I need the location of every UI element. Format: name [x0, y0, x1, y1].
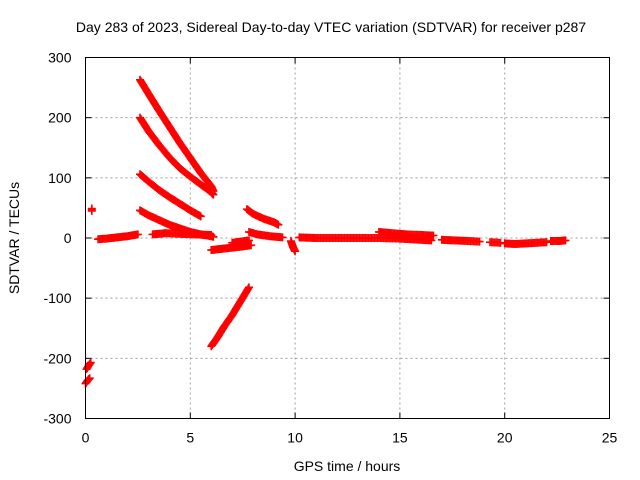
y-tick-label: 0 — [64, 230, 72, 246]
data-point — [244, 236, 253, 245]
series-arc-17 — [500, 238, 551, 249]
data-points — [81, 75, 570, 388]
y-tick-label: -300 — [43, 411, 71, 427]
data-point — [196, 212, 205, 221]
data-point — [244, 283, 253, 292]
series-arc-18 — [546, 236, 570, 246]
series-isolated-1 — [87, 204, 96, 215]
series-arc-12 — [286, 237, 300, 256]
x-tick-label: 20 — [497, 430, 513, 446]
data-point — [274, 220, 283, 229]
data-point — [209, 190, 218, 199]
chart-title: Day 283 of 2023, Sidereal Day-to-day VTE… — [76, 19, 586, 35]
data-point — [247, 241, 256, 250]
x-tick-label: 10 — [287, 430, 303, 446]
data-point — [561, 236, 570, 245]
series-arc-16 — [486, 238, 505, 247]
series-isolated-3 — [81, 374, 94, 388]
data-point — [85, 374, 94, 383]
data-point — [278, 233, 287, 242]
y-tick-label: 300 — [48, 50, 72, 66]
data-point — [207, 230, 216, 239]
data-point — [133, 230, 142, 239]
series-arc-5 — [242, 205, 283, 229]
series-arc-11 — [244, 227, 287, 242]
y-tick-label: -200 — [43, 350, 71, 366]
x-axis-label: GPS time / hours — [294, 458, 401, 474]
data-point — [429, 231, 438, 240]
y-tick-label: 200 — [48, 110, 72, 126]
data-point — [87, 206, 96, 215]
axis-ticks: 0 5 10 15 20 25 -300 -200 -100 0 100 200 300 — [43, 50, 617, 446]
series-arc-7 — [94, 230, 142, 244]
data-point — [542, 238, 551, 247]
y-tick-label: -100 — [43, 290, 71, 306]
series-arc-14 — [374, 227, 438, 240]
series-arc-3 — [135, 170, 205, 221]
series-arc-10 — [228, 236, 253, 247]
series-arc-6 — [207, 283, 253, 351]
series-isolated-2 — [82, 358, 95, 374]
series-arc-15 — [437, 235, 484, 246]
series-arc-1 — [135, 75, 218, 196]
x-tick-label: 5 — [186, 430, 194, 446]
x-tick-label: 15 — [392, 430, 408, 446]
x-tick-label: 25 — [602, 430, 618, 446]
data-point — [86, 358, 95, 367]
plot-frame — [85, 57, 610, 419]
y-tick-label: 100 — [48, 170, 72, 186]
data-point — [475, 237, 484, 246]
y-axis-label: SDTVAR / TECUs — [6, 182, 22, 294]
data-point — [291, 247, 300, 256]
series-arc-2 — [135, 113, 218, 199]
x-tick-label: 0 — [82, 430, 90, 446]
series-arc-8 — [148, 229, 216, 239]
